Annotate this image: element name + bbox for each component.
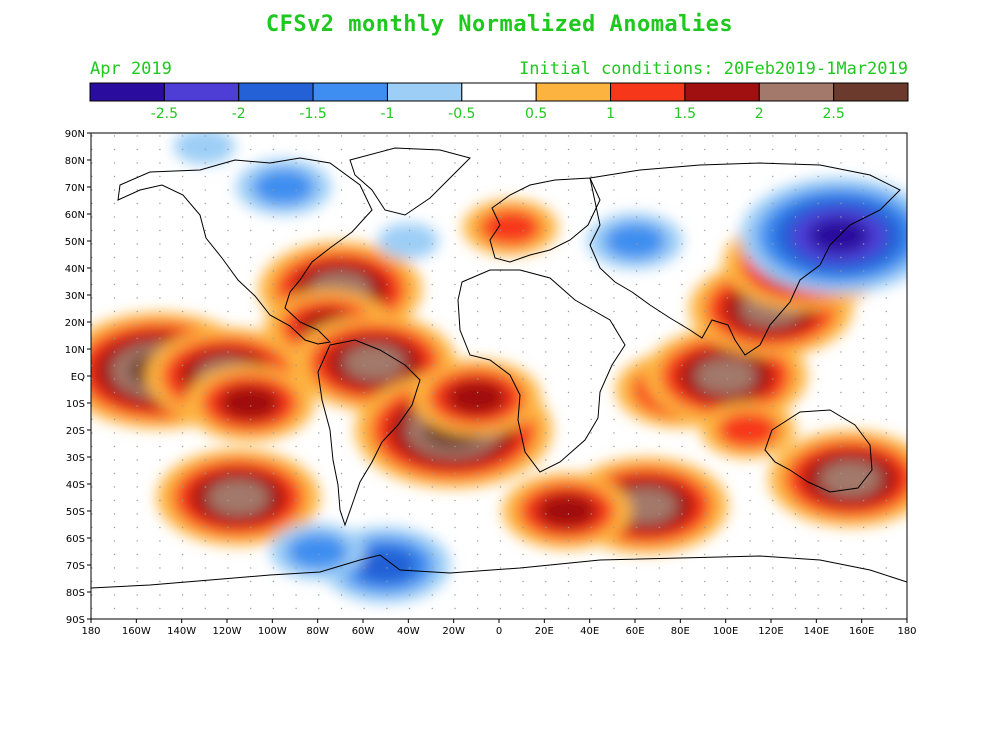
colorbar-label: -1 [380,106,394,122]
colorbar-label: 0.5 [525,106,547,122]
colorbar [89,82,909,102]
colorbar-segment [89,82,165,102]
lat-label: 20N [65,318,85,329]
colorbar-label: 2.5 [823,106,845,122]
lat-label: 50N [65,237,85,248]
lat-label: 80N [65,156,85,167]
coast-australia [764,409,873,493]
lat-label: 70N [65,183,85,194]
lon-label: 0 [496,626,502,637]
coast-antarctica [91,554,907,589]
lat-label: 40S [66,480,85,491]
colorbar-segment [163,82,240,102]
lon-label: 20W [442,626,465,637]
grid-dots [91,133,907,619]
lon-label: 180 [81,626,100,637]
lon-label: 80W [306,626,329,637]
lat-label: 30S [66,453,85,464]
latitude-axis: 90N 80N 70N 60N 50N 40N 30N 20N 10N EQ 10S 20S 30S 40… [65,129,91,626]
lat-label: 10S [66,399,85,410]
coast-south-america [317,339,421,527]
colorbar-segment [386,82,463,102]
coast-greenland [349,147,471,216]
lat-label: 60N [65,210,85,221]
lon-label: 180 [897,626,916,637]
lon-label: 120W [213,626,242,637]
colorbar-label: -2.5 [151,106,178,122]
lat-label: 80S [66,588,85,599]
lon-label: 80E [671,626,690,637]
lat-label: 60S [66,534,85,545]
colorbar-label: 1 [606,106,615,122]
coast-asia [589,162,901,356]
lat-label: 70S [66,561,85,572]
lon-label: 100E [713,626,738,637]
coast-north-america [117,157,373,345]
map-plot-area [91,133,907,619]
colorbar-label: -1.5 [299,106,326,122]
colorbar-label: -0.5 [448,106,475,122]
colorbar-segment [758,82,835,102]
colorbar-segment [461,82,537,102]
coastlines [91,147,907,589]
lon-label: 100W [258,626,287,637]
map-title: CFSv2 monthly Normalized Anomalies [265,12,734,37]
colorbar-segment [312,82,388,102]
colorbar-segment [238,82,314,102]
lon-label: 60W [352,626,375,637]
lon-label: 20E [535,626,554,637]
lat-label: 50S [66,507,85,518]
lon-label: 160E [849,626,874,637]
lon-label: 40E [580,626,599,637]
lon-label: 40W [397,626,420,637]
colorbar-segment [684,82,760,102]
coast-europe [489,177,601,263]
lat-label: 30N [65,291,85,302]
lat-label: 10N [65,345,85,356]
colorbar-label: 1.5 [674,106,696,122]
colorbar-segment [833,82,909,102]
lon-label: 120E [758,626,783,637]
colorbar-labels: -2.5 -2 -1.5 -1 -0.5 0.5 1 1.5 2 2.5 [151,106,845,122]
lon-label: 160W [122,626,151,637]
lat-label: 90S [66,615,85,626]
lat-label: 90N [65,129,85,140]
colorbar-segment [610,82,686,102]
coast-africa [457,269,626,473]
lat-label: 20S [66,426,85,437]
lon-label: 140W [167,626,196,637]
initial-conditions-label: Initial conditions: 20Feb2019-1Mar2019 [519,59,908,79]
lat-label: 40N [65,264,85,275]
valid-month-label: Apr 2019 [90,59,172,79]
lon-label: 140E [804,626,829,637]
lat-label: EQ [71,372,85,383]
colorbar-label: 2 [755,106,764,122]
lon-label: 60E [625,626,644,637]
colorbar-segment [535,82,612,102]
longitude-axis: 180 160W 140W 120W 100W 80W 60W 40W 20W 0 20E 40E 60… [81,619,917,637]
colorbar-label: -2 [232,106,246,122]
